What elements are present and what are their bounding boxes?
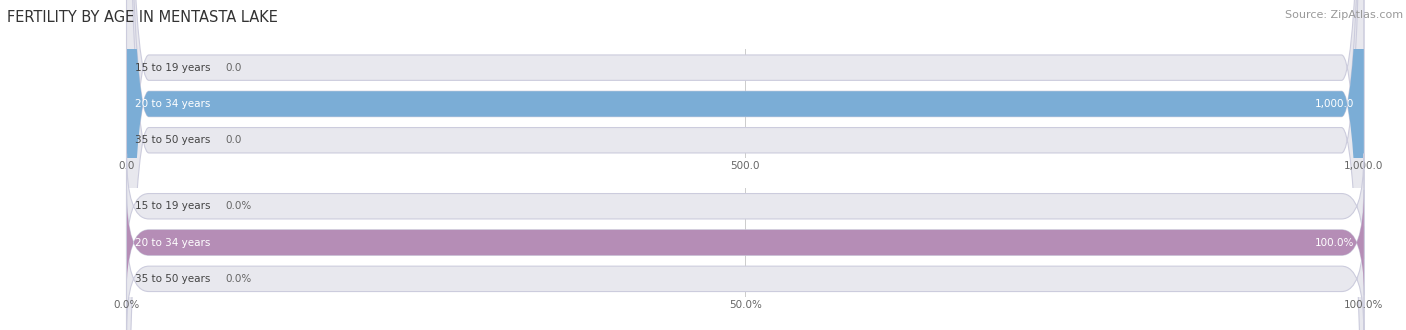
Text: 20 to 34 years: 20 to 34 years <box>135 238 211 248</box>
FancyBboxPatch shape <box>127 0 1364 330</box>
Text: 15 to 19 years: 15 to 19 years <box>135 63 211 73</box>
Text: 0.0%: 0.0% <box>225 201 252 211</box>
Text: 20 to 34 years: 20 to 34 years <box>135 99 211 109</box>
FancyBboxPatch shape <box>127 0 1364 330</box>
Text: 100.0%: 100.0% <box>1315 238 1354 248</box>
Text: 15 to 19 years: 15 to 19 years <box>135 201 211 211</box>
Text: FERTILITY BY AGE IN MENTASTA LAKE: FERTILITY BY AGE IN MENTASTA LAKE <box>7 10 278 25</box>
Text: Source: ZipAtlas.com: Source: ZipAtlas.com <box>1285 10 1403 20</box>
Text: 0.0: 0.0 <box>225 63 242 73</box>
FancyBboxPatch shape <box>127 190 1364 295</box>
FancyBboxPatch shape <box>127 154 1364 259</box>
Text: 0.0%: 0.0% <box>225 274 252 284</box>
Text: 1,000.0: 1,000.0 <box>1315 99 1354 109</box>
Text: 35 to 50 years: 35 to 50 years <box>135 274 211 284</box>
FancyBboxPatch shape <box>127 190 1364 295</box>
Text: 0.0: 0.0 <box>225 135 242 145</box>
FancyBboxPatch shape <box>127 0 1364 330</box>
Text: 35 to 50 years: 35 to 50 years <box>135 135 211 145</box>
FancyBboxPatch shape <box>127 226 1364 330</box>
FancyBboxPatch shape <box>127 0 1364 330</box>
